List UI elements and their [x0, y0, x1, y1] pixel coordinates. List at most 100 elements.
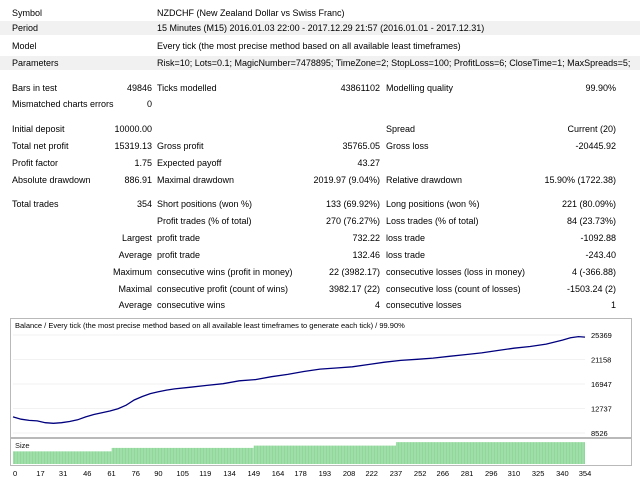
average-label: Average: [118, 250, 152, 260]
deposit-label: Initial deposit: [12, 124, 65, 134]
avg-losses-label: consecutive losses: [386, 300, 462, 310]
size-label: Size: [15, 441, 30, 450]
losstrades-value: 84 (23.73%): [566, 216, 616, 226]
x-tick-label: 178: [294, 469, 307, 478]
max-wins-label: consecutive wins (profit in money): [157, 267, 293, 277]
grossloss-label: Gross loss: [386, 141, 429, 151]
x-tick-label: 266: [437, 469, 450, 478]
x-tick-label: 46: [83, 469, 91, 478]
absdd-value: 886.91: [124, 175, 152, 185]
losstrades-label: Loss trades (% of total): [386, 216, 479, 226]
balance-chart-svg: Balance / Every tick (the most precise m…: [12, 321, 612, 438]
x-tick-label: 17: [36, 469, 44, 478]
y-tick-label: 12737: [591, 404, 612, 413]
x-tick-label: 193: [319, 469, 332, 478]
balance-line: [12, 335, 586, 424]
symbol-label: Symbol: [12, 8, 43, 18]
period-value: 15 Minutes (M15) 2016.01.03 22:00 - 2017…: [157, 23, 485, 33]
x-tick-label: 354: [579, 469, 592, 478]
avg-wins-label: consecutive wins: [157, 300, 226, 310]
x-tick-label: 340: [556, 469, 569, 478]
maxdd-label: Maximal drawdown: [157, 175, 235, 185]
x-tick-label: 296: [485, 469, 498, 478]
x-tick-label: 0: [13, 469, 17, 478]
largest-loss-value: -1092.88: [580, 233, 616, 243]
maximal-label: Maximal: [118, 284, 152, 294]
model-label: Model: [12, 41, 37, 51]
x-tick-label: 90: [154, 469, 162, 478]
y-tick-label: 16947: [591, 380, 612, 389]
maximum-label: Maximum: [112, 267, 152, 277]
y-tick-label: 21158: [591, 356, 611, 365]
max-losses-value: 4 (-366.88): [571, 267, 616, 277]
profitfactor-label: Profit factor: [12, 158, 59, 168]
period-label: Period: [12, 23, 39, 33]
x-tick-label: 164: [272, 469, 285, 478]
balance-chart: Balance / Every tick (the most precise m…: [10, 318, 632, 438]
size-bar: [395, 442, 585, 464]
x-tick-label: 281: [461, 469, 474, 478]
grossprofit-label: Gross profit: [157, 141, 204, 151]
absdd-label: Absolute drawdown: [12, 175, 91, 185]
y-tick-label: 8526: [591, 429, 608, 437]
bars-label: Bars in test: [12, 83, 58, 93]
max-wins-value: 22 (3982.17): [328, 267, 380, 277]
deposit-value: 10000.00: [114, 124, 152, 134]
mxl-profit-label: consecutive profit (count of wins): [157, 284, 289, 294]
mxl-loss-label: consecutive loss (count of losses): [386, 284, 521, 294]
average2-label: Average: [118, 300, 152, 310]
x-axis: 0 17 31 46 61 76 90 105 119 134 149 164 178 193 208 222…: [10, 467, 632, 479]
x-tick-label: 76: [132, 469, 140, 478]
average-profit-value: 132.46: [352, 250, 380, 260]
x-tick-label: 252: [414, 469, 427, 478]
model-row: Model Every tick (the most precise metho…: [0, 39, 640, 53]
average-loss-value: -243.40: [585, 250, 616, 260]
max-losses-label: consecutive losses (loss in money): [386, 267, 526, 277]
period-row: Period 15 Minutes (M15) 2016.01.03 22:00…: [0, 21, 640, 35]
quality-label: Modelling quality: [386, 83, 454, 93]
average-loss-label: loss trade: [386, 250, 426, 260]
maxdd-value: 2019.97 (9.04%): [313, 175, 380, 185]
y-tick-label: 25369: [591, 331, 612, 340]
parameters-label: Parameters: [12, 58, 59, 68]
netprofit-label: Total net profit: [12, 141, 69, 151]
symbol-row: Symbol NZDCHF (New Zealand Dollar vs Swi…: [0, 6, 640, 20]
mismatch-label: Mismatched charts errors: [12, 99, 114, 109]
quality-value: 99.90%: [585, 83, 616, 93]
x-tick-label: 134: [223, 469, 236, 478]
long-label: Long positions (won %): [386, 199, 480, 209]
parameters-row: Parameters Risk=10; Lots=0.1; MagicNumbe…: [0, 56, 640, 70]
reldd-label: Relative drawdown: [386, 175, 463, 185]
grossloss-value: -20445.92: [575, 141, 616, 151]
short-value: 133 (69.92%): [325, 199, 380, 209]
model-value: Every tick (the most precise method base…: [157, 41, 461, 51]
avg-losses-value: 1: [610, 300, 616, 310]
x-axis-svg: 0 17 31 46 61 76 90 105 119 134 149 164 178 193 208 222…: [13, 469, 592, 478]
largest-loss-label: loss trade: [386, 233, 426, 243]
size-bar: [111, 447, 254, 464]
netprofit-value: 15319.13: [114, 141, 152, 151]
largest-profit-label: profit trade: [157, 233, 201, 243]
x-tick-label: 61: [107, 469, 115, 478]
mxl-profit-value: 3982.17 (22): [328, 284, 380, 294]
ticks-label: Ticks modelled: [157, 83, 217, 93]
spread-value: Current (20): [567, 124, 616, 134]
profittrades-label: Profit trades (% of total): [157, 216, 252, 226]
chart-title: Balance / Every tick (the most precise m…: [15, 321, 405, 330]
x-tick-label: 119: [199, 469, 211, 478]
trades-value: 354: [136, 199, 152, 209]
payoff-label: Expected payoff: [157, 158, 222, 168]
short-label: Short positions (won %): [157, 199, 253, 209]
size-chart-svg: Size: [12, 441, 585, 464]
size-chart: Size: [10, 438, 632, 466]
x-tick-label: 31: [59, 469, 67, 478]
parameters-value: Risk=10; Lots=0.1; MagicNumber=7478895; …: [157, 58, 631, 68]
average-profit-label: profit trade: [157, 250, 201, 260]
size-bar: [13, 451, 112, 464]
x-tick-label: 105: [176, 469, 189, 478]
mxl-loss-value: -1503.24 (2): [566, 284, 616, 294]
x-tick-label: 310: [508, 469, 521, 478]
long-value: 221 (80.09%): [561, 199, 616, 209]
spread-label: Spread: [386, 124, 416, 134]
x-tick-label: 222: [365, 469, 378, 478]
